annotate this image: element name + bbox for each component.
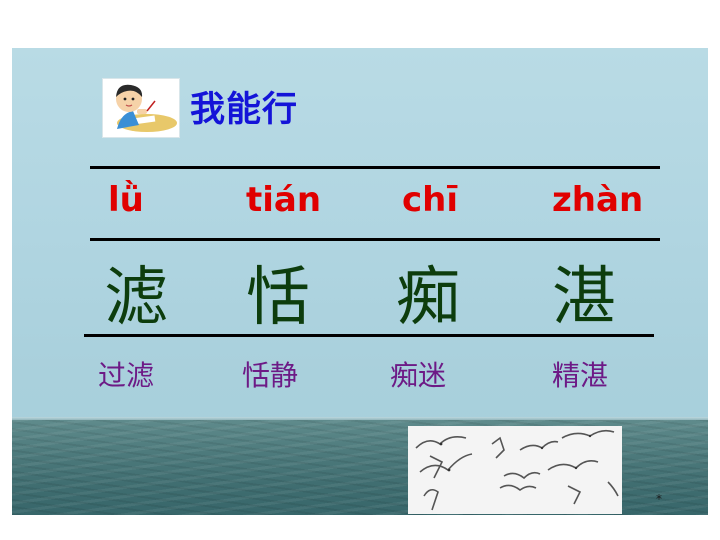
page-title: 我能行 xyxy=(190,90,299,130)
seagulls-photo xyxy=(408,426,622,514)
pinyin-1: lǜ xyxy=(108,180,144,220)
character-1: 滤 xyxy=(104,261,168,335)
student-avatar-icon xyxy=(102,78,180,138)
divider-bottom xyxy=(84,334,654,337)
divider-top xyxy=(90,166,660,169)
word-2: 恬静 xyxy=(242,359,299,392)
pinyin-2: tián xyxy=(246,180,322,220)
word-1: 过滤 xyxy=(98,359,155,392)
character-4: 湛 xyxy=(552,261,616,335)
word-3: 痴迷 xyxy=(390,359,447,392)
horizon xyxy=(12,417,708,422)
pinyin-4: zhàn xyxy=(552,180,644,220)
pinyin-3: chī xyxy=(402,180,459,220)
character-2: 恬 xyxy=(246,261,310,335)
slide: 我能行 lǜ tián chī zhàn 滤 恬 痴 湛 过滤 恬静 痴迷 精湛 xyxy=(12,48,708,515)
divider-middle xyxy=(90,238,660,241)
character-3: 痴 xyxy=(396,261,460,335)
corner-mark: * xyxy=(656,492,662,506)
word-4: 精湛 xyxy=(552,359,609,392)
